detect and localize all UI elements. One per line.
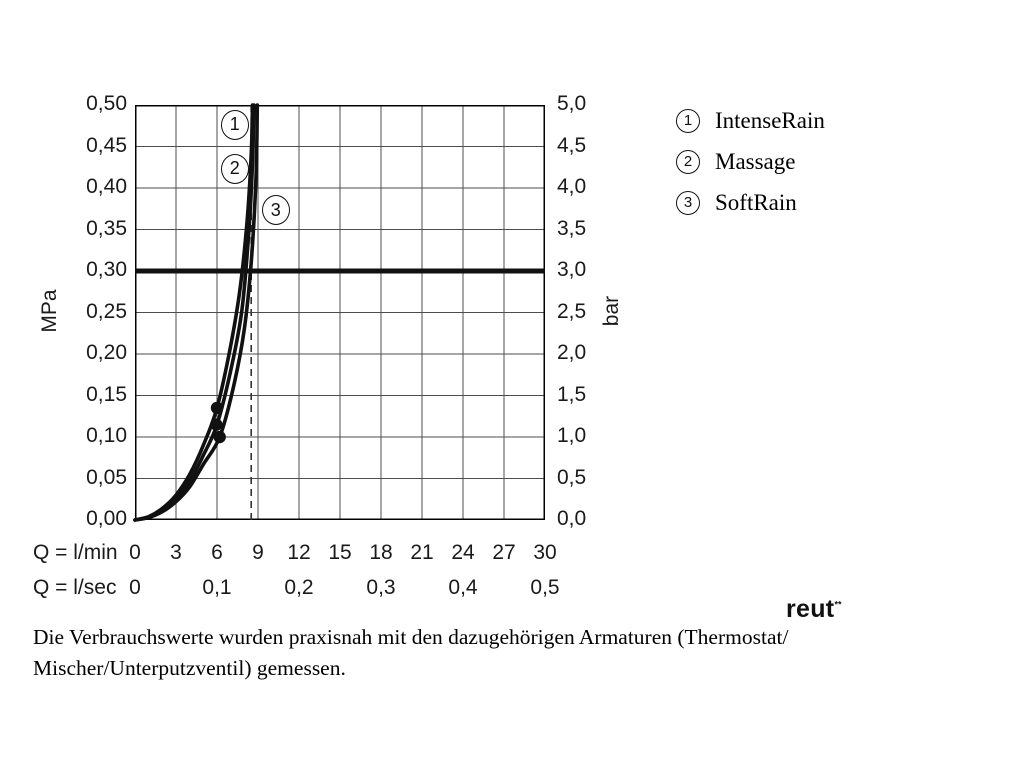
y-left-tick: 0,05: [86, 465, 127, 489]
data-dot-intenserain: [210, 401, 224, 415]
y-right-tick: 0,0: [557, 507, 587, 530]
y-right-tick: 1,0: [557, 424, 587, 447]
legend-label: SoftRain: [715, 189, 797, 215]
legend-item-massage: 2 Massage: [676, 141, 825, 182]
x-lsec-tick: 0,2: [284, 576, 314, 599]
y-left-tick: 0,45: [86, 133, 127, 157]
x-lsec-tick: 0,1: [202, 576, 232, 599]
y-left-tick: 0,10: [86, 424, 127, 447]
y-right-tick: 0,5: [557, 465, 587, 489]
legend: 1 IntenseRain 2 Massage 3 SoftRain: [676, 100, 825, 223]
reuter-watermark: reut**: [786, 595, 841, 624]
legend-number-1-icon: 1: [676, 108, 700, 133]
x-lmin-tick: 3: [170, 541, 182, 564]
curve-softrain: [133, 103, 260, 522]
x-lsec-axis-label: Q = l/sec: [33, 576, 117, 599]
y-left-tick: 0,30: [86, 258, 127, 281]
curve-label-1: 1: [220, 109, 249, 140]
x-lsec-tick: 0: [129, 576, 141, 599]
x-lmin-tick: 12: [287, 541, 311, 564]
y-left-tick: 0,50: [86, 92, 127, 115]
y-right-tick: 3,5: [557, 216, 587, 240]
y-right-tick: 2,0: [557, 341, 587, 364]
x-lsec-tick: 0,4: [448, 576, 478, 599]
legend-number-2-icon: 2: [676, 149, 700, 174]
plot-frame: [135, 105, 545, 520]
y-left-tick: 0,15: [86, 382, 127, 406]
data-dot-softrain: [213, 430, 226, 444]
y-right-tick: 4,5: [557, 133, 587, 157]
x-lmin-tick: 24: [451, 541, 475, 564]
y-left-tick: 0,20: [86, 341, 127, 364]
legend-label: Massage: [715, 148, 796, 174]
y-left-tick: 0,35: [86, 216, 127, 240]
data-dot-massage: [210, 418, 223, 431]
y-left-tick: 0,25: [86, 299, 127, 323]
y-right-tick: 2,5: [557, 299, 587, 323]
y-right-tick: 1,5: [557, 382, 587, 406]
x-lmin-axis-label: Q = l/min: [33, 541, 118, 564]
chart-canvas: [133, 103, 545, 522]
x-lmin-tick: 21: [410, 541, 434, 564]
x-lsec-tick: 0,3: [366, 576, 396, 599]
x-lmin-tick: 30: [533, 541, 557, 564]
curve-label-2: 2: [220, 153, 249, 184]
caption-line-2: Mischer/Unterputzventil) gemessen.: [33, 656, 346, 680]
watermark-text: reut: [786, 595, 835, 623]
y-right-tick: 3,0: [557, 258, 587, 281]
y-right-tick: 5,0: [557, 92, 587, 115]
x-lsec-tick: 0,5: [530, 576, 560, 599]
x-lmin-tick: 0: [129, 541, 141, 564]
legend-item-intenserain: 1 IntenseRain: [676, 100, 825, 141]
y-right-tick: 4,0: [557, 175, 587, 198]
curve-label-3: 3: [261, 195, 290, 226]
legend-label: IntenseRain: [715, 107, 825, 133]
x-lmin-tick: 9: [252, 541, 264, 564]
caption-line-1: Die Verbrauchswerte wurden praxisnah mit…: [33, 625, 789, 649]
x-lmin-tick: 27: [492, 541, 516, 564]
legend-item-softrain: 3 SoftRain: [676, 182, 825, 223]
y-left-tick: 0,40: [86, 175, 127, 198]
x-lmin-tick: 15: [328, 541, 352, 564]
legend-number-3-icon: 3: [676, 190, 700, 215]
x-lmin-tick: 6: [211, 541, 223, 564]
y-left-tick: 0,00: [86, 507, 127, 530]
caption: Die Verbrauchswerte wurden praxisnah mit…: [33, 622, 943, 684]
x-lmin-tick: 18: [369, 541, 393, 564]
watermark-mark: **: [834, 599, 842, 610]
